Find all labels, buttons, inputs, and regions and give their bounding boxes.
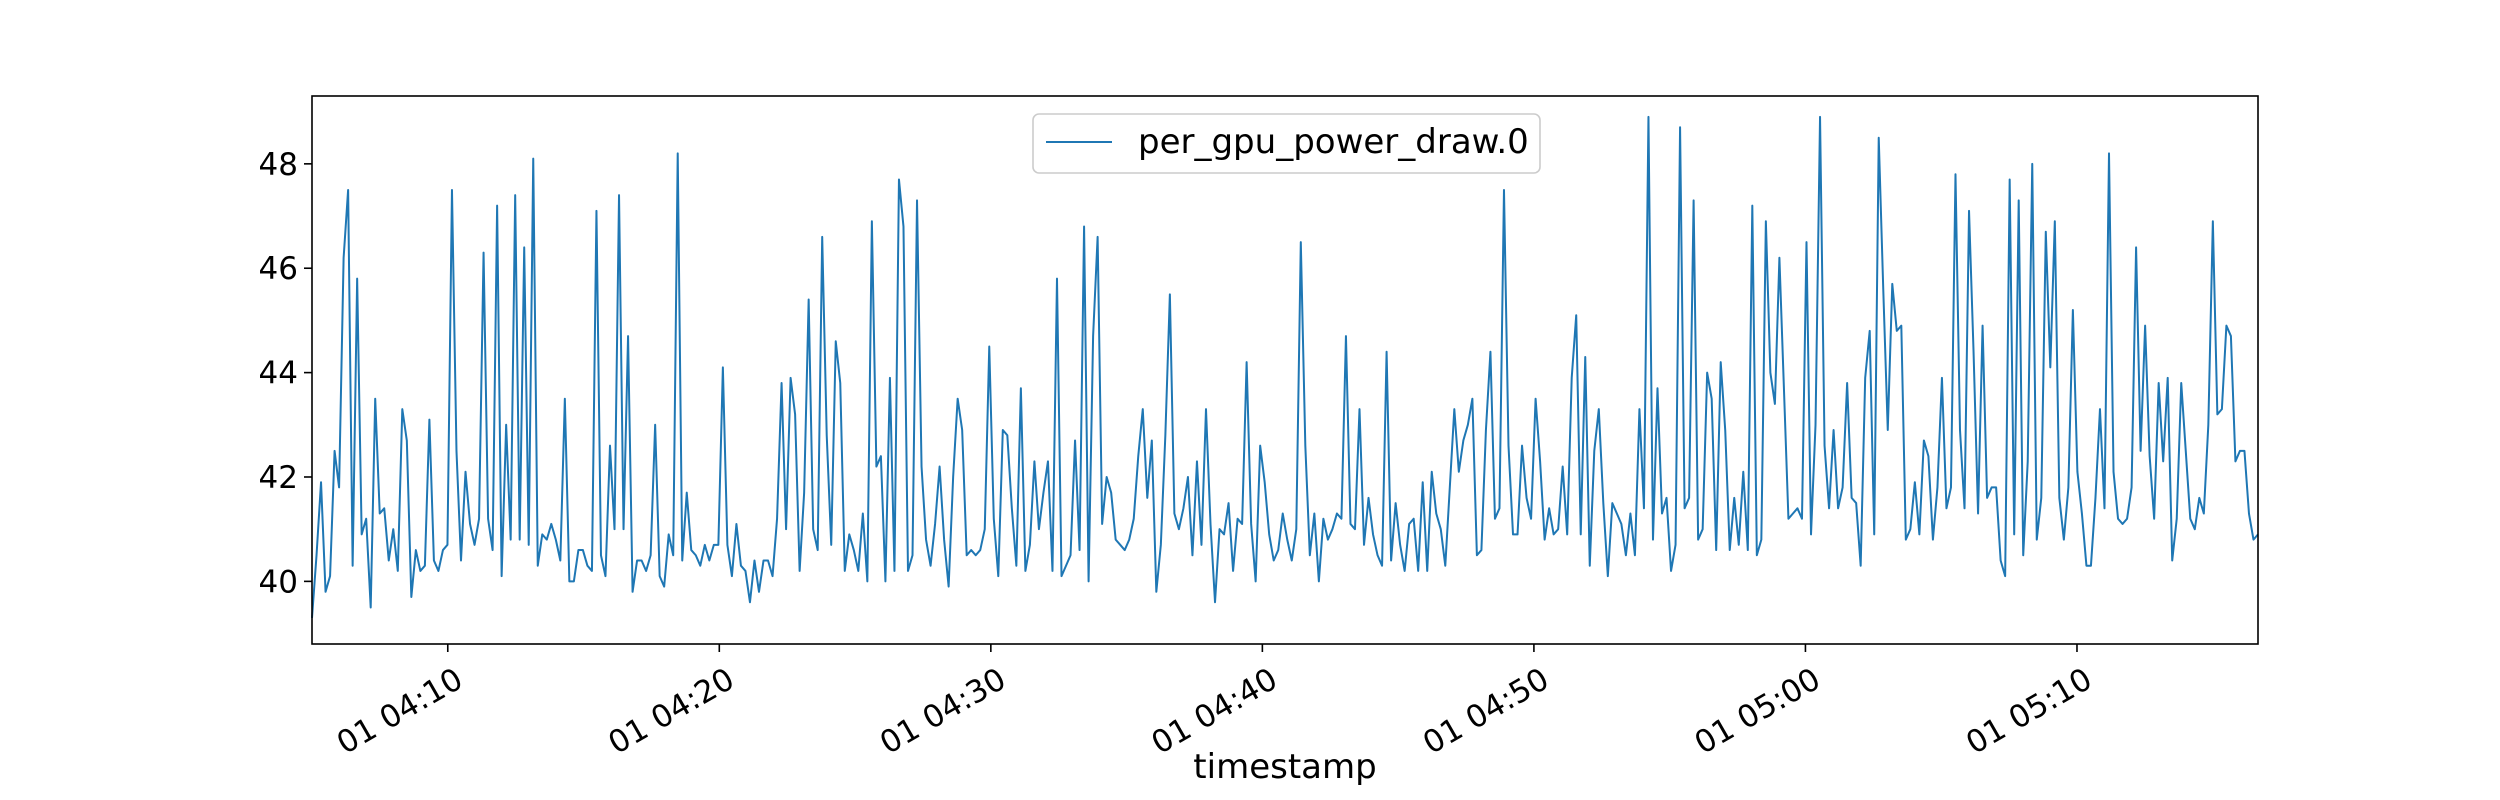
- y-tick-label: 46: [259, 251, 298, 287]
- legend: per_gpu_power_draw.0: [1032, 113, 1541, 174]
- x-axis-label: timestamp: [1193, 747, 1376, 787]
- axes-frame: [311, 95, 2259, 645]
- y-tick-label: 40: [259, 564, 298, 600]
- y-axis: 40 42 44 46 48: [259, 147, 312, 600]
- legend-frame: [1032, 113, 1541, 174]
- y-tick-label: 44: [259, 356, 298, 392]
- axes-background: [312, 96, 2258, 644]
- y-tick-label: 48: [259, 147, 298, 183]
- y-tick-label: 42: [259, 460, 298, 496]
- series-line-per-gpu-power-draw-0: [311, 115, 2259, 618]
- legend-label: per_gpu_power_draw.0: [1138, 122, 1529, 162]
- plot-area: [311, 95, 2259, 645]
